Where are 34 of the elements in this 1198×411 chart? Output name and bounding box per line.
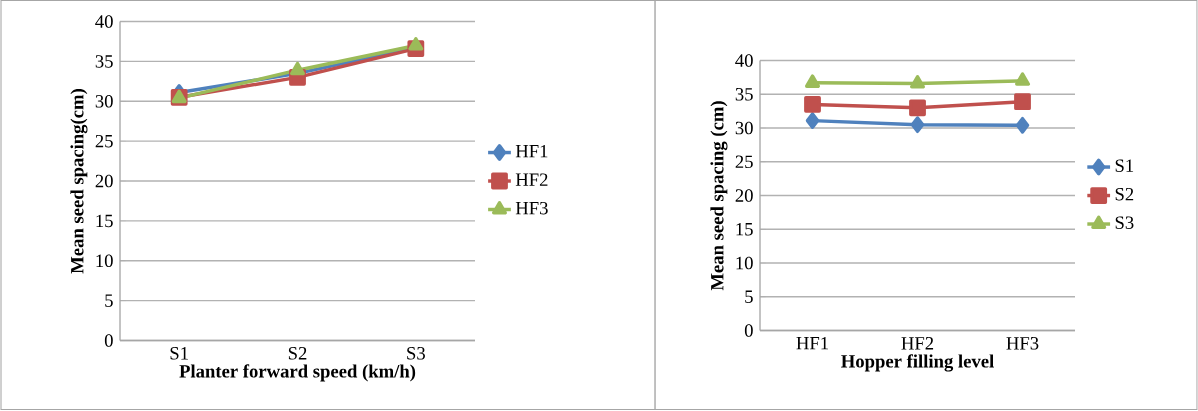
y-tick-label: 35 [735,88,753,101]
y-tick-label: 20 [735,189,753,203]
y-tick-label: 25 [735,155,753,169]
y-axis-title: Mean seed spacing (cm) [710,101,728,291]
y-tick-label: 25 [95,135,113,148]
x-tick-label: HF2 [901,337,934,350]
y-tick-label: 40 [735,54,753,68]
y-tick-label: 10 [96,254,113,268]
y-tick-label: 15 [736,223,753,236]
legend-label: HF3 [515,202,548,215]
legend-label: S3 [1115,216,1134,230]
y-tick-label: 5 [745,290,753,304]
y-tick-label: 0 [104,334,113,348]
y-tick-label: 35 [95,55,113,68]
y-tick-label: 15 [96,214,113,228]
x-tick-label: S3 [407,347,425,360]
y-tick-label: 30 [95,95,113,108]
legend-label: HF2 [515,173,548,187]
x-tick-label: HF1 [796,337,828,350]
legend-label: S1 [1115,159,1134,173]
y-tick-label: 20 [95,174,113,188]
x-tick-label: S1 [170,347,188,360]
x-axis-title: Hopper filling level [841,354,994,372]
y-tick-label: 0 [744,324,753,338]
x-tick-label: S2 [288,347,307,360]
x-axis-title: Planter forward speed (km/h) [179,364,416,382]
y-tick-label: 10 [736,256,753,270]
x-tick-label: HF3 [1006,337,1039,350]
legend-label: S2 [1115,188,1134,201]
y-tick-label: 30 [735,121,753,135]
y-tick-label: 40 [95,15,113,29]
y-axis-title: Mean seed spacing(cm) [70,89,88,274]
y-tick-label: 5 [105,294,113,308]
legend-label: HF1 [515,145,548,158]
